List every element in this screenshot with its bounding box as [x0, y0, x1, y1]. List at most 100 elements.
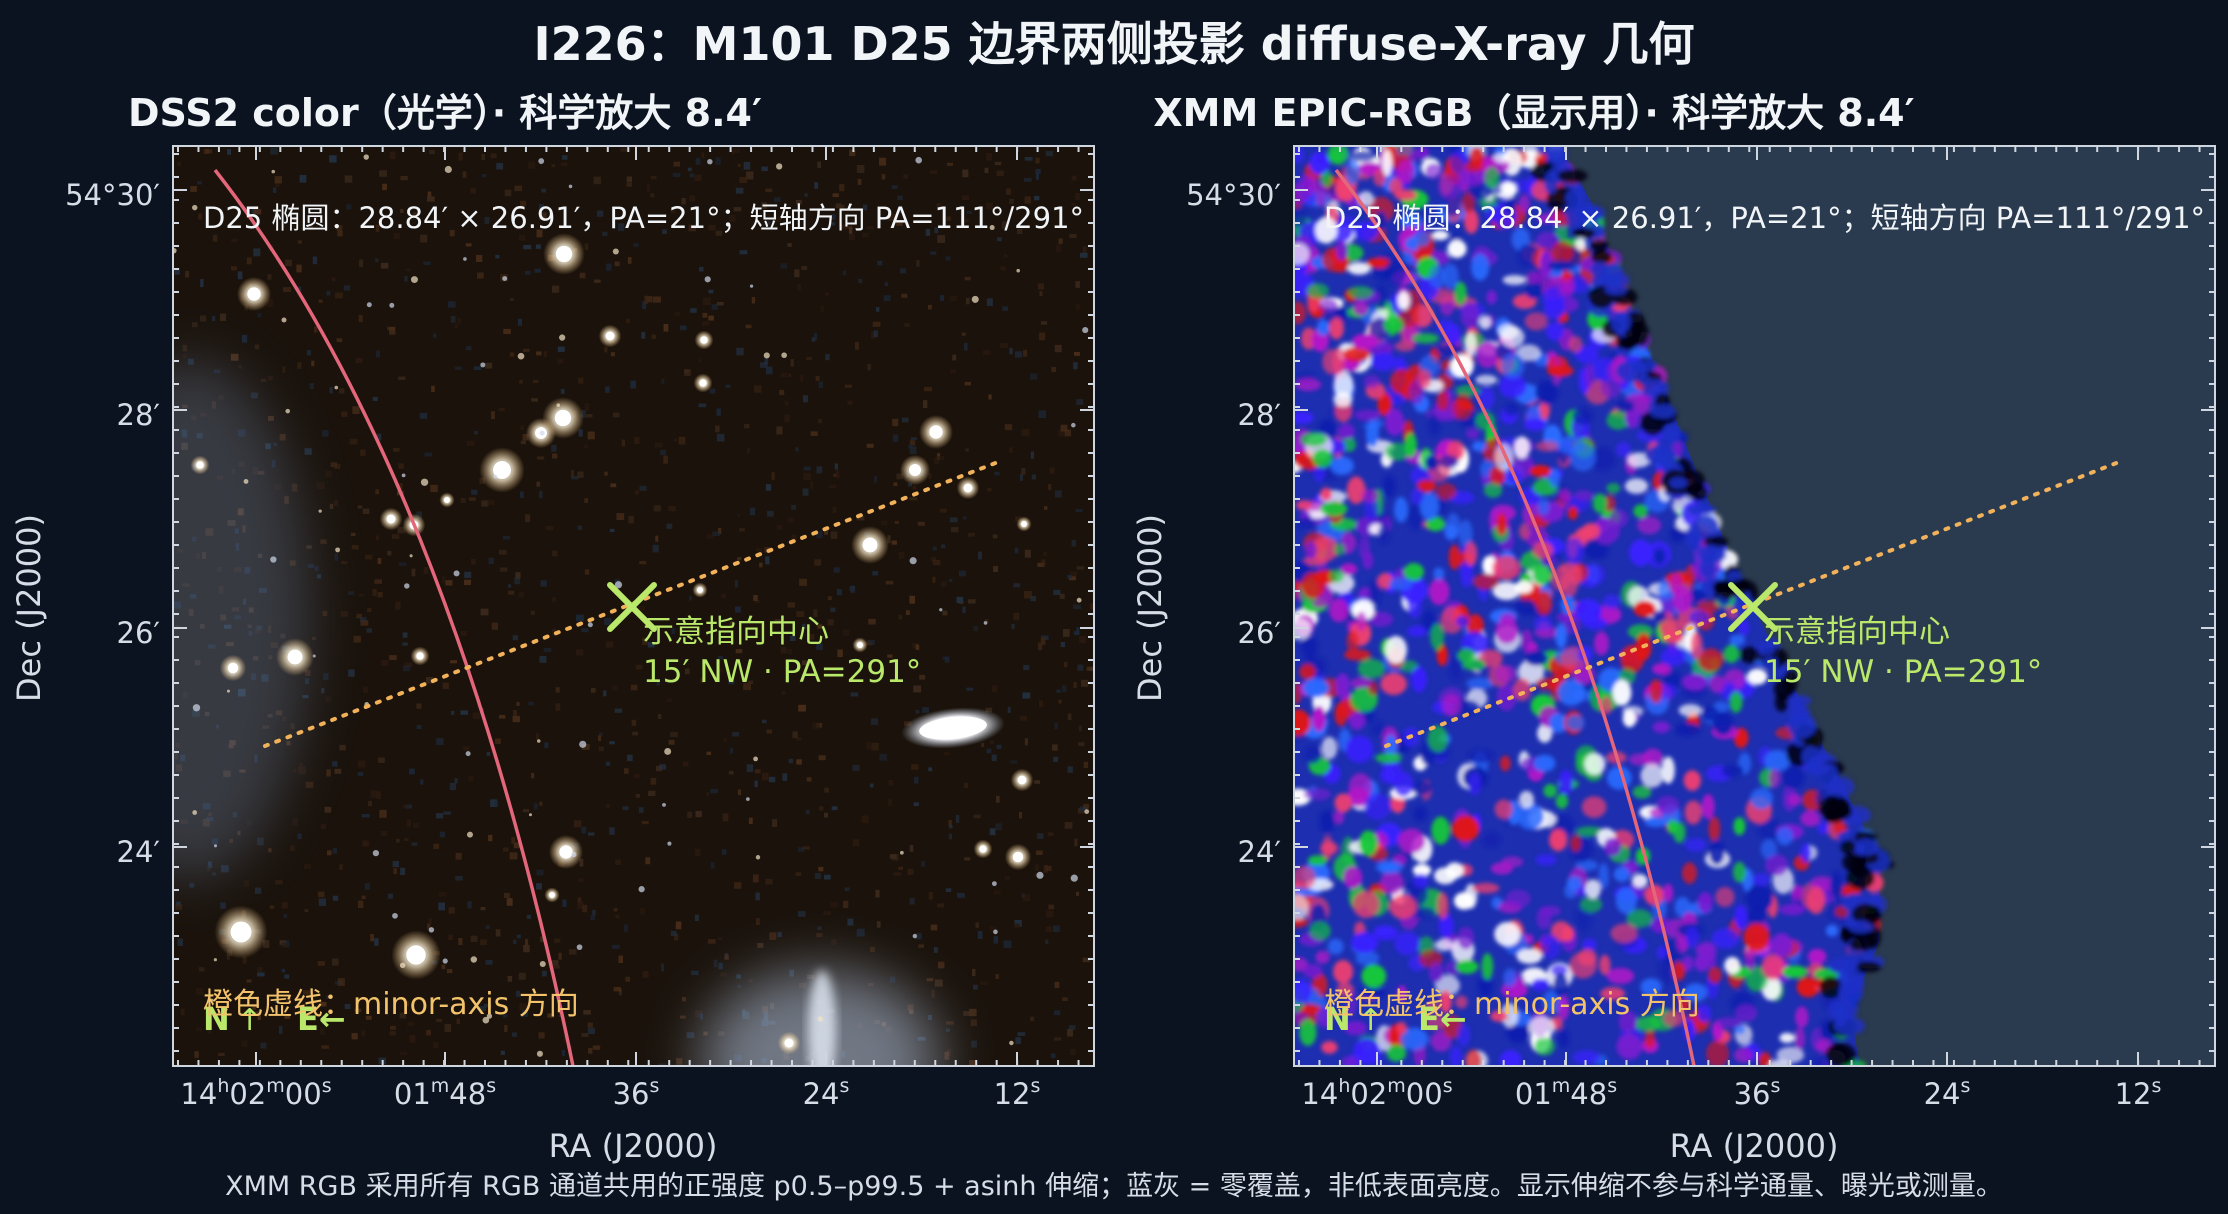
xray-blob — [1588, 447, 1616, 471]
xray-blob — [1453, 393, 1473, 420]
xray-blob — [1807, 948, 1827, 964]
xray-blob — [1404, 289, 1422, 315]
noise-speck — [728, 770, 734, 775]
noise-speck — [909, 897, 915, 905]
noise-speck — [302, 990, 311, 995]
xray-blob — [1656, 796, 1680, 815]
noise-speck — [177, 938, 183, 946]
noise-speck — [485, 959, 493, 965]
xray-blob — [1389, 894, 1417, 919]
noise-speck — [323, 673, 329, 680]
noise-speck — [1064, 429, 1072, 437]
xray-blob — [1411, 780, 1432, 796]
noise-speck — [448, 934, 454, 940]
noise-speck — [283, 913, 287, 918]
noise-speck — [700, 677, 705, 683]
noise-speck — [1037, 283, 1044, 290]
xray-edge-blob — [1682, 470, 1705, 493]
noise-speck — [949, 517, 958, 523]
xray-blob — [1340, 563, 1358, 576]
xray-blob — [1768, 769, 1781, 789]
xray-blob — [1750, 787, 1773, 810]
xray-blob — [1321, 1041, 1338, 1054]
noise-speck — [716, 669, 724, 673]
noise-speck — [752, 874, 759, 883]
noise-speck — [406, 819, 412, 827]
xray-blob — [1394, 340, 1415, 352]
noise-speck — [820, 305, 824, 313]
xray-blob — [1361, 488, 1379, 503]
noise-speck — [274, 176, 282, 184]
noise-speck — [971, 1040, 977, 1048]
noise-speck — [284, 974, 290, 979]
noise-speck — [868, 618, 876, 625]
faint-star — [568, 184, 573, 189]
xray-blob — [1496, 683, 1517, 712]
noise-speck — [1004, 424, 1013, 431]
noise-speck — [504, 189, 512, 197]
noise-speck — [660, 449, 667, 456]
noise-speck — [739, 528, 745, 532]
noise-speck — [614, 261, 620, 267]
xray-blob — [1500, 1002, 1519, 1028]
noise-speck — [901, 293, 908, 298]
noise-speck — [257, 313, 262, 318]
noise-speck — [650, 175, 657, 180]
noise-speck — [638, 807, 644, 813]
noise-speck — [478, 1006, 486, 1012]
xray-blob — [1494, 664, 1518, 683]
xray-blob — [1513, 678, 1532, 701]
noise-speck — [979, 981, 988, 985]
noise-speck — [351, 544, 359, 550]
dec-tick-label: 54°30′ — [1186, 178, 1281, 212]
star-core — [555, 245, 573, 263]
xray-blob — [1294, 205, 1308, 227]
optical-compass-n: N — [203, 1000, 230, 1038]
xray-blob — [1431, 230, 1449, 241]
xray-blob — [1729, 691, 1743, 713]
noise-speck — [615, 859, 621, 866]
xray-blob — [1335, 673, 1350, 699]
noise-speck — [713, 959, 718, 968]
noise-speck — [1023, 665, 1030, 671]
xray-blob — [1504, 402, 1519, 416]
noise-speck — [866, 225, 875, 230]
noise-speck — [892, 434, 899, 442]
xray-blob — [1385, 408, 1404, 436]
xray-blob — [1447, 239, 1467, 258]
noise-speck — [189, 883, 195, 888]
noise-speck — [420, 234, 428, 243]
noise-speck — [281, 902, 288, 909]
xray-blob — [1393, 771, 1414, 797]
noise-speck — [419, 412, 428, 419]
optical-stars — [173, 154, 1090, 1057]
noise-speck — [765, 484, 772, 491]
noise-speck — [993, 936, 998, 944]
xray-blob — [1426, 516, 1446, 532]
noise-speck — [666, 698, 672, 703]
xray-blob — [1349, 712, 1366, 730]
noise-speck — [870, 718, 879, 725]
noise-speck — [1067, 574, 1072, 579]
noise-speck — [818, 806, 824, 811]
xray-blob — [1442, 263, 1459, 289]
noise-speck — [605, 761, 611, 766]
xray-blob — [1652, 610, 1667, 622]
xray-blob — [1761, 953, 1784, 980]
noise-speck — [191, 322, 198, 328]
xray-edge-blob — [1669, 477, 1688, 489]
noise-speck — [563, 1034, 568, 1043]
faint-star — [502, 276, 508, 282]
noise-speck — [506, 898, 513, 906]
xray-edge-blob — [1642, 378, 1669, 398]
figure-footer-note: XMM RGB 采用所有 RGB 通道共用的正强度 p0.5–p99.5 + a… — [225, 1171, 2003, 1202]
noise-speck — [344, 1003, 351, 1010]
xray-blob — [1455, 615, 1470, 628]
noise-speck — [286, 997, 291, 1005]
noise-speck — [522, 348, 530, 353]
xray-edge-blob — [1563, 205, 1576, 217]
noise-speck — [989, 739, 995, 745]
xray-blob — [1626, 909, 1653, 928]
noise-speck — [457, 318, 461, 324]
noise-speck — [296, 264, 302, 273]
